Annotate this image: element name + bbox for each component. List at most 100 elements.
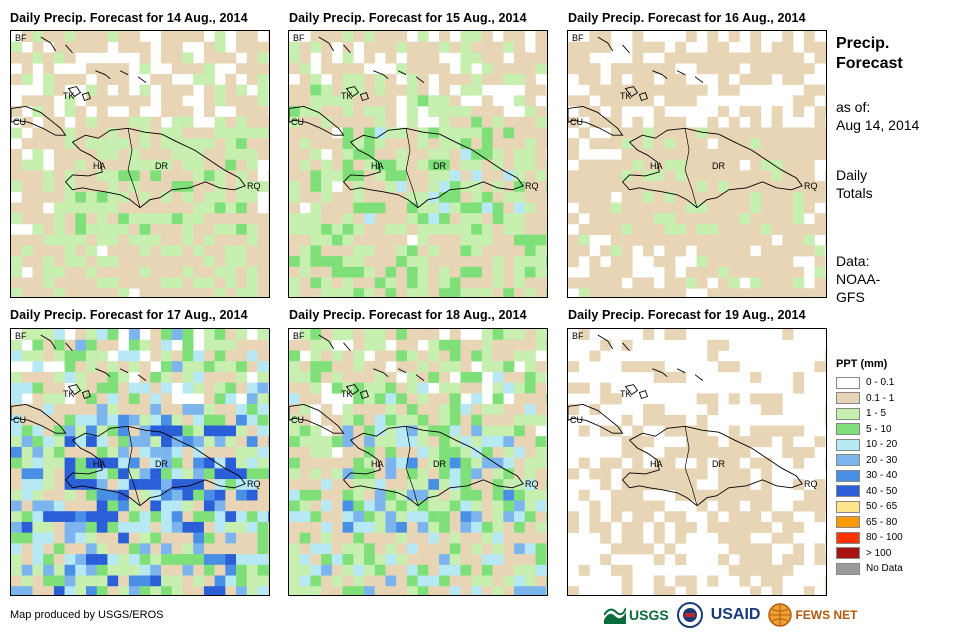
precip-cell bbox=[342, 63, 354, 75]
precip-cell bbox=[331, 436, 343, 448]
precip-cell bbox=[268, 457, 269, 469]
precip-cell bbox=[225, 52, 237, 64]
precip-cell bbox=[760, 393, 772, 405]
precip-cell bbox=[86, 31, 98, 43]
precip-cell bbox=[53, 191, 65, 203]
precip-cell bbox=[43, 479, 55, 491]
precip-cell bbox=[246, 138, 258, 150]
precip-cell bbox=[610, 106, 622, 118]
precip-cell bbox=[535, 234, 547, 246]
precip-cell bbox=[171, 489, 183, 501]
precip-cell bbox=[268, 500, 269, 512]
precip-cell bbox=[803, 127, 815, 139]
precip-cell bbox=[75, 543, 87, 555]
precip-cell bbox=[75, 564, 87, 576]
precip-cell bbox=[739, 73, 751, 85]
precip-cell bbox=[246, 148, 258, 160]
precip-cell bbox=[246, 425, 258, 437]
precip-cell bbox=[236, 170, 248, 182]
precip-cell bbox=[814, 223, 826, 235]
precip-cell bbox=[182, 288, 194, 297]
legend-swatch bbox=[836, 516, 860, 529]
precip-cell bbox=[449, 414, 461, 426]
precip-cell bbox=[739, 234, 751, 246]
precip-cell bbox=[707, 159, 719, 171]
precip-cell bbox=[321, 489, 333, 501]
precip-cell bbox=[546, 277, 547, 289]
precip-cell bbox=[610, 489, 622, 501]
precip-cell bbox=[675, 170, 687, 182]
precip-cell bbox=[310, 159, 322, 171]
precip-cell bbox=[299, 479, 311, 491]
precip-cell bbox=[107, 543, 119, 555]
precip-cell bbox=[193, 256, 205, 268]
precip-cell bbox=[214, 256, 226, 268]
precip-cell bbox=[43, 393, 55, 405]
precip-cell bbox=[268, 554, 269, 566]
precip-cell bbox=[21, 277, 33, 289]
precip-cell bbox=[203, 489, 215, 501]
precip-cell bbox=[621, 436, 633, 448]
precip-cell bbox=[43, 457, 55, 469]
precip-cell bbox=[171, 266, 183, 278]
precip-cell bbox=[675, 84, 687, 96]
precip-cell bbox=[171, 586, 183, 595]
precip-cell bbox=[299, 191, 311, 203]
precip-cell bbox=[299, 127, 311, 139]
precip-cell bbox=[214, 213, 226, 225]
precip-cell bbox=[246, 489, 258, 501]
precip-cell bbox=[75, 116, 87, 128]
precip-cell bbox=[53, 52, 65, 64]
precip-cell bbox=[385, 457, 397, 469]
precip-cell bbox=[289, 339, 301, 351]
precip-cell bbox=[246, 288, 258, 297]
precip-cell bbox=[782, 138, 794, 150]
precip-cell bbox=[793, 148, 805, 160]
precip-cell bbox=[621, 202, 633, 214]
precip-cell bbox=[449, 350, 461, 362]
precip-cell bbox=[150, 393, 162, 405]
precip-cell bbox=[492, 468, 504, 480]
precip-cell bbox=[417, 382, 429, 394]
precip-cell bbox=[385, 404, 397, 416]
precip-cell bbox=[728, 266, 740, 278]
precip-cell bbox=[492, 339, 504, 351]
precip-cell bbox=[246, 543, 258, 555]
precip-cell bbox=[718, 148, 730, 160]
precip-cell bbox=[653, 41, 665, 53]
precip-cell bbox=[214, 361, 226, 373]
precip-cell bbox=[193, 159, 205, 171]
precip-cell bbox=[268, 521, 269, 533]
precip-cell bbox=[182, 84, 194, 96]
precip-cell bbox=[214, 468, 226, 480]
precip-cell bbox=[632, 63, 644, 75]
precip-cell bbox=[396, 521, 408, 533]
precip-cell bbox=[139, 159, 151, 171]
precip-cell bbox=[771, 393, 783, 405]
precip-cell bbox=[128, 436, 140, 448]
precip-cell bbox=[653, 414, 665, 426]
precip-cell bbox=[353, 543, 365, 555]
precip-cell bbox=[236, 446, 248, 458]
precip-cell bbox=[760, 457, 772, 469]
precip-cell bbox=[449, 500, 461, 512]
precip-cell bbox=[246, 73, 258, 85]
precip-cell bbox=[374, 350, 386, 362]
precip-cell bbox=[524, 575, 536, 587]
precip-cell bbox=[643, 159, 655, 171]
totals-line2: Totals bbox=[836, 185, 873, 201]
precip-cell bbox=[236, 575, 248, 587]
precip-cell bbox=[643, 277, 655, 289]
precip-cell bbox=[364, 575, 376, 587]
precip-cell bbox=[21, 288, 33, 297]
precip-cell bbox=[43, 468, 55, 480]
precip-cell bbox=[86, 127, 98, 139]
fewsnet-logo: FEWS NET bbox=[768, 603, 857, 627]
precip-cell bbox=[664, 84, 676, 96]
precip-cell bbox=[771, 213, 783, 225]
precip-cell bbox=[32, 41, 44, 53]
precip-cell bbox=[236, 511, 248, 523]
precip-cell bbox=[53, 41, 65, 53]
precip-cell bbox=[299, 564, 311, 576]
precip-cell bbox=[225, 489, 237, 501]
